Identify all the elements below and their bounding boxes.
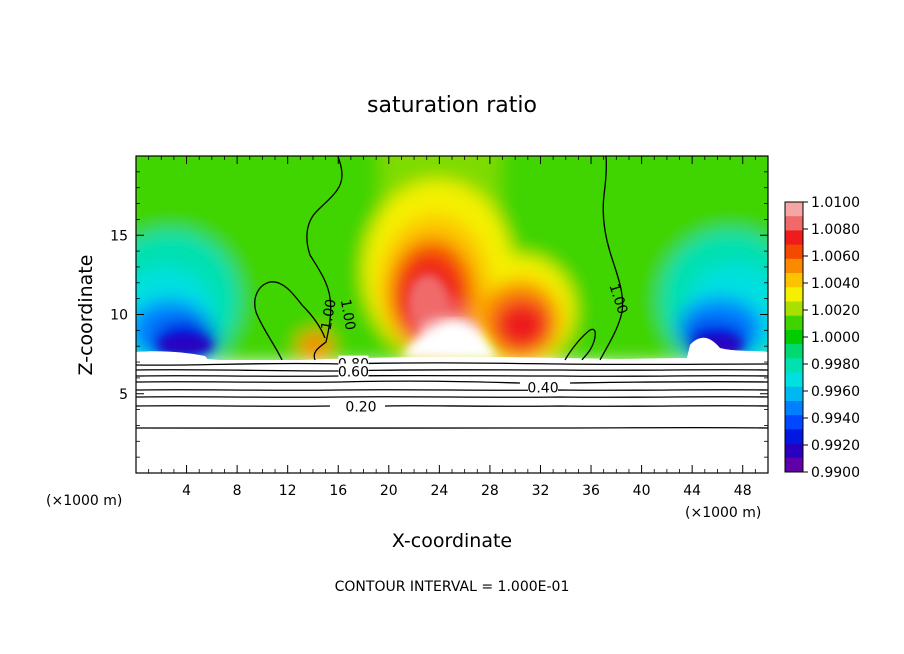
colorbar-swatch	[785, 315, 803, 331]
contour-line	[136, 362, 768, 366]
contour-label-bg	[338, 363, 369, 378]
colorbar-tick-label: 1.0060	[811, 249, 860, 265]
x-tick-label: 28	[481, 483, 499, 499]
contour-label-text: 0.20	[345, 399, 376, 415]
lower-region	[136, 356, 768, 473]
colorbar-swatch	[785, 202, 803, 217]
contour-label: 1.00	[319, 298, 340, 331]
contour-label-text: 1.00	[337, 298, 358, 331]
y-axis-ticks: 5 10 15	[110, 171, 768, 458]
x-unit-left: (×1000 m)	[46, 493, 122, 509]
x-tick-label: 16	[329, 483, 347, 499]
x-tick-label: 48	[734, 483, 752, 499]
contour-line	[136, 389, 768, 391]
contour-label: 0.40	[527, 379, 559, 396]
x-tick-label: 4	[182, 483, 191, 499]
y-tick-label: 10	[110, 308, 128, 324]
saturation-field	[136, 156, 768, 473]
colorbar-swatch	[785, 358, 803, 374]
colorbar-swatch	[785, 216, 803, 231]
x-tick-label: 40	[633, 483, 651, 499]
contour-line	[136, 369, 768, 372]
colorbar-tick-label: 1.0100	[811, 195, 860, 211]
colorbar-swatch	[785, 344, 803, 359]
contour-label-bg	[345, 398, 376, 413]
y-tick-label: 5	[119, 387, 128, 403]
colorbar-swatch	[785, 301, 803, 317]
y-axis-label: Z-coordinate	[75, 255, 97, 376]
colorbar-swatch	[785, 400, 803, 416]
colorbar-tick-label: 1.0080	[811, 222, 860, 238]
contour-label: 0.20	[345, 398, 377, 415]
x-tick-label: 8	[233, 483, 242, 499]
colorbar-swatch	[785, 415, 803, 430]
contour-line	[136, 380, 768, 384]
colorbar-swatch	[785, 230, 803, 246]
colorbar-swatch	[785, 273, 803, 288]
plot-area: 1.001.001.000.800.600.400.20	[136, 156, 768, 473]
colorbar-tick-label: 0.9960	[811, 384, 860, 400]
colorbar-tick-label: 0.9920	[811, 438, 860, 454]
colorbar-swatch	[785, 258, 803, 274]
colorbar-swatch	[785, 244, 803, 260]
contour-label: 1.00	[337, 298, 358, 331]
colorbar: 1.0100 1.0080 1.0060 1.0040 1.0020 1.0000 0.99…	[784, 195, 860, 481]
colorbar-tick-label: 1.0040	[811, 276, 860, 292]
colorbar-tick-label: 0.9900	[811, 465, 860, 481]
colorbar-swatch	[785, 372, 803, 388]
colorbar-swatch	[785, 457, 803, 473]
colorbar-swatch	[785, 386, 803, 402]
contour-line	[136, 374, 768, 377]
x-tick-label: 44	[683, 483, 701, 499]
colorbar-swatch	[785, 287, 803, 302]
colorbar-swatch	[785, 443, 803, 459]
x-tick-label: 36	[582, 483, 600, 499]
chart-title: saturation ratio	[367, 93, 537, 118]
contour-line	[136, 396, 768, 398]
x-tick-label: 24	[430, 483, 448, 499]
colorbar-swatch	[785, 329, 803, 345]
contour-interval-footer: CONTOUR INTERVAL = 1.000E-01	[335, 579, 570, 595]
contour-label: 0.60	[338, 363, 369, 381]
y-tick-label: 15	[110, 228, 128, 244]
x-tick-label: 12	[279, 483, 297, 499]
contour-labels: 1.001.001.000.800.600.400.20	[319, 282, 631, 416]
x-axis-ticks: 4 8 12 16 20 24 28 32 36 40 44 48	[148, 156, 756, 499]
colorbar-tick-label: 1.0000	[811, 330, 860, 346]
x-tick-label: 32	[532, 483, 550, 499]
contour-label-text: 1.00	[319, 298, 340, 331]
contour-line	[254, 281, 326, 361]
contour-line	[136, 426, 768, 429]
contour-lines	[136, 156, 768, 429]
x-axis-label: X-coordinate	[392, 530, 512, 552]
contour-label-text: 0.40	[527, 380, 558, 396]
colorbar-swatch	[785, 429, 803, 445]
contour-line	[306, 156, 343, 361]
contour-line	[599, 156, 624, 361]
contour-line	[564, 328, 596, 361]
contour-label-text: 0.60	[338, 365, 369, 381]
contour-line	[136, 405, 768, 407]
x-tick-label: 20	[380, 483, 398, 499]
colorbar-tick-label: 0.9940	[811, 411, 860, 427]
x-unit-right: (×1000 m)	[685, 505, 761, 521]
colorbar-tick-label: 0.9980	[811, 357, 860, 373]
contour-label-bg	[528, 379, 559, 394]
colorbar-tick-label: 1.0020	[811, 303, 860, 319]
